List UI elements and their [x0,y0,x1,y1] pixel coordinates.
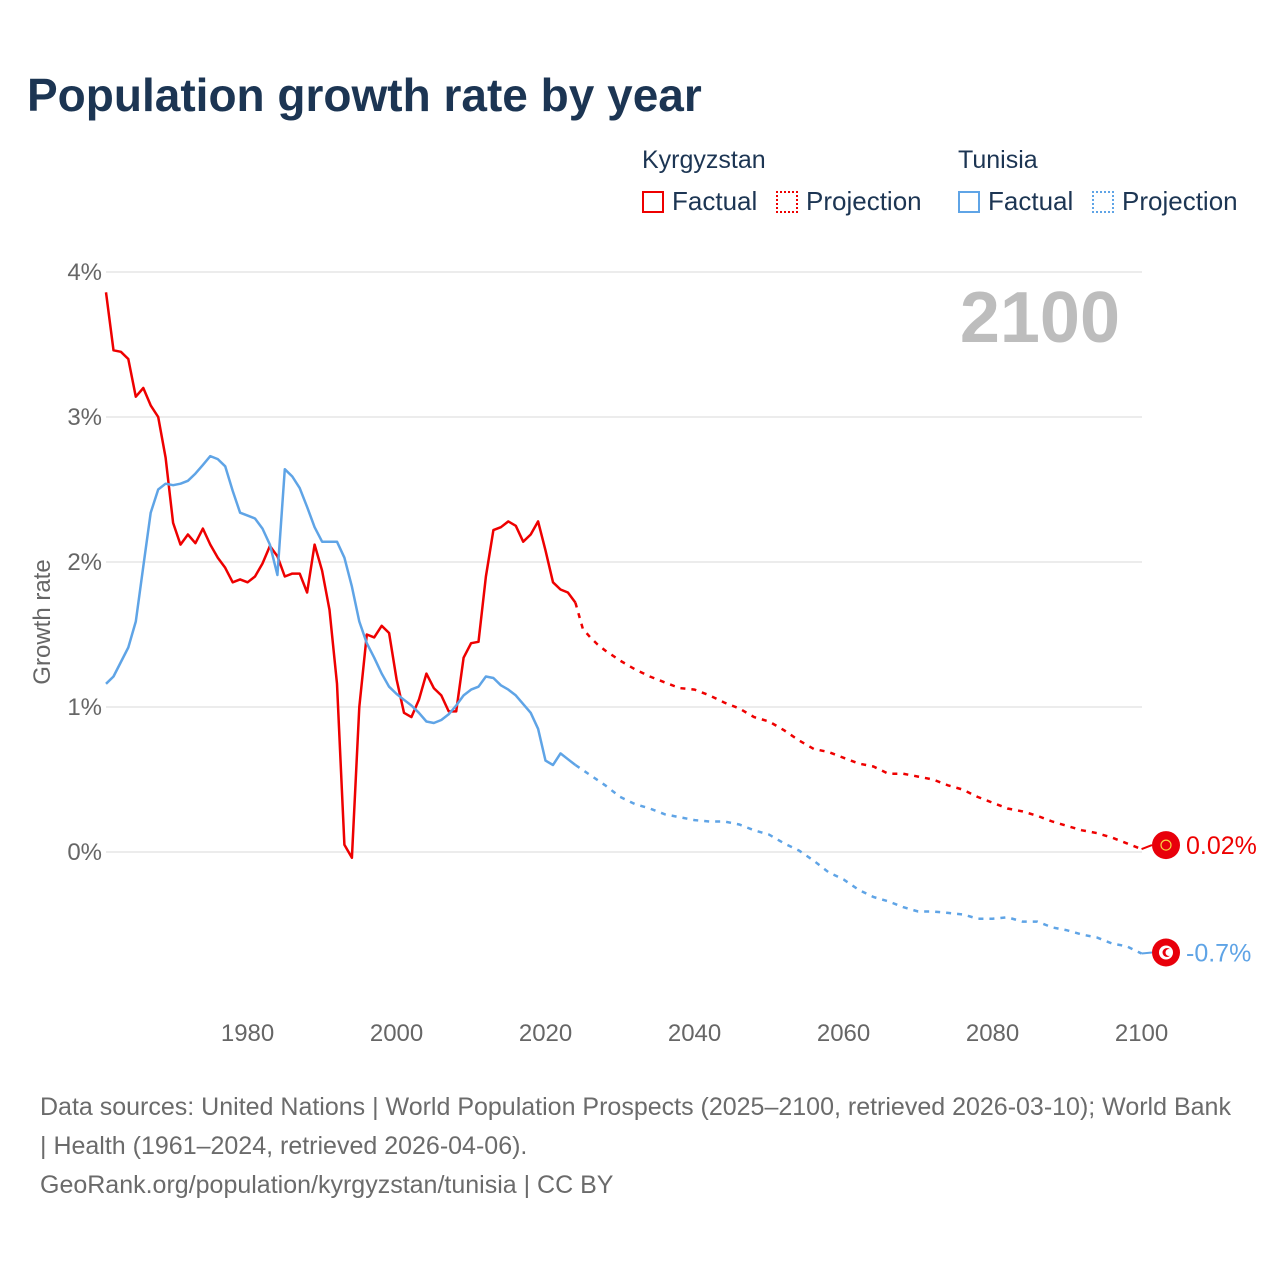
legend-heading-kyrgyzstan: Kyrgyzstan [642,146,766,174]
source-link[interactable]: GeoRank.org/population/kyrgyzstan/tunisi… [40,1171,614,1199]
legend-label: Factual [672,186,758,216]
kyrgyzstan-flag-icon [1152,831,1180,860]
chart-title: Population growth rate by year [27,69,702,121]
x-tick-label: 2020 [519,1020,572,1047]
y-tick-label: 3% [67,404,102,431]
x-tick-label: 2080 [966,1020,1019,1047]
sun-emblem-icon [1160,839,1172,851]
legend-label: Projection [806,186,922,216]
end-connector [1141,951,1153,955]
legend-swatch-dotted-icon [776,190,798,213]
x-tick-label: 2040 [668,1020,721,1047]
legend-tunisia-projection[interactable]: Projection [1092,186,1238,217]
legend-swatch-solid-icon [642,190,664,213]
series-line-tunisia-projection [574,763,1143,955]
y-tick-label: 0% [67,839,102,866]
x-tick-label: 1980 [221,1020,274,1047]
legend-heading-tunisia: Tunisia [958,146,1038,174]
data-sources: Data sources: United Nations | World Pop… [40,1093,1231,1160]
series-line-tunisia-factual [105,454,577,767]
x-tick-label: 2060 [817,1020,870,1047]
current-year-label: 2100 [960,278,1120,358]
legend-kyrgyzstan-factual[interactable]: Factual [642,186,757,217]
series-line-kyrgyzstan-factual [104,292,577,860]
end-connector [1141,844,1153,851]
x-tick-label: 2000 [370,1020,423,1047]
y-tick-label: 2% [67,549,102,576]
legend-tunisia-factual[interactable]: Factual [958,186,1073,217]
x-tick-label: 2100 [1115,1020,1168,1047]
y-tick-label: 4% [67,259,102,286]
end-value-label-tunisia: -0.7% [1186,940,1251,968]
crescent-emblem-icon [1165,949,1173,956]
legend-label: Factual [988,186,1074,216]
footer: Data sources: United Nations | World Pop… [40,1088,1240,1205]
end-value-label-kyrgyzstan: 0.02% [1186,832,1257,860]
legend-swatch-dotted-icon [1092,190,1114,213]
legend-swatch-solid-icon [958,190,980,213]
y-axis-label: Growth rate [29,559,56,684]
series-line-kyrgyzstan-projection [574,602,1142,851]
legend-kyrgyzstan-projection[interactable]: Projection [776,186,922,217]
legend-label: Projection [1122,186,1238,216]
y-tick-label: 1% [67,694,102,721]
